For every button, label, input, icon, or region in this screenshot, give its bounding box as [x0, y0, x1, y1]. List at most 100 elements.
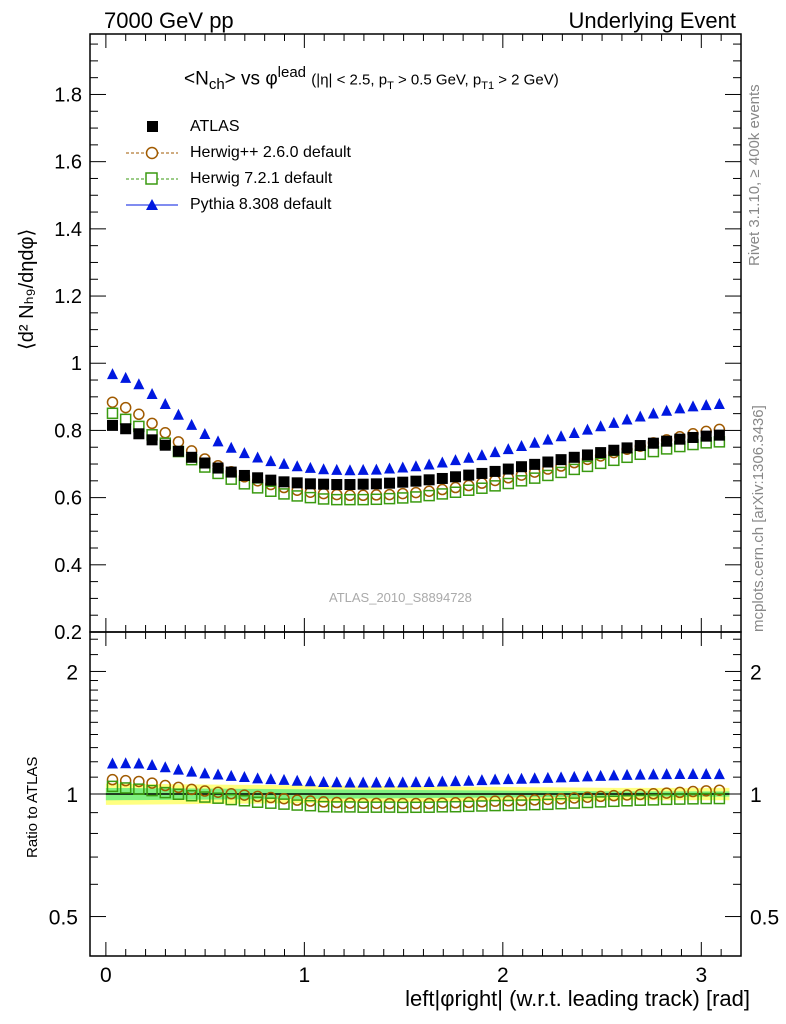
ratio-point-herwig7: [370, 801, 383, 813]
point-atlas: [608, 444, 620, 456]
point-pythia: [463, 451, 475, 463]
ratio-point-herwig7: [687, 793, 699, 805]
point-herwig7: [344, 493, 356, 506]
point-pythia: [212, 435, 224, 447]
point-atlas: [186, 451, 198, 463]
ratio-point-herwig7: [383, 801, 396, 813]
analysis-id-label: ATLAS_2010_S8894728: [329, 590, 472, 605]
point-atlas: [278, 476, 290, 488]
ratio-point-herwig7: [185, 789, 198, 802]
plot-title: <Nch> vs φlead (|η| < 2.5, pT > 0.5 GeV,…: [184, 64, 559, 93]
ratio-point-herwigpp: [687, 785, 699, 798]
ratio-point-herwigpp: [133, 775, 145, 788]
x-tick-label: 2: [497, 964, 509, 987]
point-pythia: [555, 430, 567, 442]
point-atlas: [265, 474, 277, 486]
point-pythia: [318, 463, 330, 475]
point-pythia: [265, 455, 277, 467]
point-atlas: [133, 428, 145, 440]
point-herwig7: [555, 466, 567, 479]
ratio-point-pythia: [410, 776, 422, 788]
ratio-point-pythia: [265, 773, 277, 785]
point-atlas: [476, 467, 488, 479]
point-atlas: [384, 477, 396, 489]
plot-title-cuts3: > 2 GeV): [494, 71, 559, 89]
ratio-point-pythia: [436, 775, 448, 787]
point-pythia: [529, 436, 541, 448]
point-herwig7: [291, 490, 303, 502]
point-atlas: [212, 462, 224, 474]
ratio-point-herwig7: [542, 798, 554, 811]
point-atlas: [172, 445, 184, 457]
point-herwig7: [594, 457, 607, 470]
point-atlas: [370, 478, 382, 490]
ratio-point-herwig7: [225, 793, 237, 806]
point-atlas: [423, 474, 435, 486]
point-atlas: [621, 442, 633, 454]
ratio-point-pythia: [529, 772, 541, 784]
ratio-point-pythia: [199, 767, 211, 779]
point-herwig7: [476, 482, 488, 494]
ratio-point-pythia: [555, 771, 567, 783]
ratio-point-herwigpp: [146, 777, 158, 789]
point-atlas: [318, 478, 330, 490]
ratio-point-pythia: [212, 768, 224, 780]
point-herwig7: [423, 489, 435, 502]
point-atlas: [713, 429, 725, 441]
ratio-point-pythia: [370, 776, 382, 788]
ratio-point-herwigpp: [199, 785, 211, 797]
plot-title-cuts2: > 0.5 GeV, p: [393, 71, 482, 89]
legend-item-atlas: ATLAS: [124, 114, 351, 140]
plot-title-sup: lead: [277, 64, 307, 81]
ratio-point-herwig7: [436, 801, 449, 813]
point-pythia: [370, 463, 382, 475]
ratio-point-pythia: [278, 773, 290, 785]
ratio-point-pythia: [661, 768, 673, 780]
ratio-point-herwig7: [660, 793, 673, 806]
ratio-point-herwig7: [146, 784, 158, 797]
ratio-point-pythia: [133, 757, 145, 769]
point-atlas: [489, 465, 501, 477]
ratio-point-herwig7: [199, 791, 211, 803]
legend-item-pythia: Pythia 8.308 default: [124, 192, 351, 218]
ratio-point-herwig7: [581, 796, 594, 809]
point-pythia: [172, 408, 184, 420]
series-pythia: [106, 368, 725, 788]
ratio-point-pythia: [357, 776, 369, 788]
x-tick-label: 0: [100, 964, 112, 987]
ratio-point-herwig7: [528, 798, 541, 811]
point-pythia: [278, 457, 290, 469]
point-atlas: [515, 461, 527, 473]
point-herwig7: [119, 413, 132, 426]
point-herwig7: [502, 477, 515, 490]
point-herwig7: [265, 485, 277, 497]
y-tick-label-lower-right: 1: [750, 784, 762, 807]
plot-title-cuts-sub2: T1: [481, 80, 495, 93]
ratio-point-herwig7: [594, 796, 607, 808]
point-atlas: [331, 479, 343, 491]
point-atlas: [159, 439, 171, 451]
point-atlas: [357, 478, 369, 490]
point-herwig7: [278, 488, 290, 500]
ratio-point-pythia: [225, 769, 237, 781]
point-atlas: [700, 430, 712, 442]
ratio-point-herwigpp: [212, 786, 224, 798]
y-axis-title-lower: Ratio to ATLAS: [24, 756, 41, 858]
point-herwigpp: [106, 396, 119, 408]
legend-label-herwigpp: Herwig++ 2.6.0 default: [190, 144, 351, 161]
point-atlas: [344, 479, 356, 491]
point-pythia: [542, 433, 554, 445]
point-atlas: [225, 466, 237, 478]
ratio-point-herwig7: [502, 799, 515, 812]
point-pythia: [634, 410, 646, 422]
point-atlas: [304, 478, 316, 490]
ratio-point-herwig7: [238, 795, 251, 807]
ratio-point-pythia: [159, 761, 171, 773]
x-axis-title: left|φright| (w.r.t. leading track) [rad…: [405, 986, 750, 1011]
ratio-point-herwig7: [396, 801, 409, 814]
ratio-point-pythia: [674, 768, 686, 780]
point-herwig7: [449, 486, 462, 498]
point-herwig7: [462, 484, 475, 496]
point-herwigpp: [383, 488, 396, 501]
point-pythia: [133, 378, 145, 390]
